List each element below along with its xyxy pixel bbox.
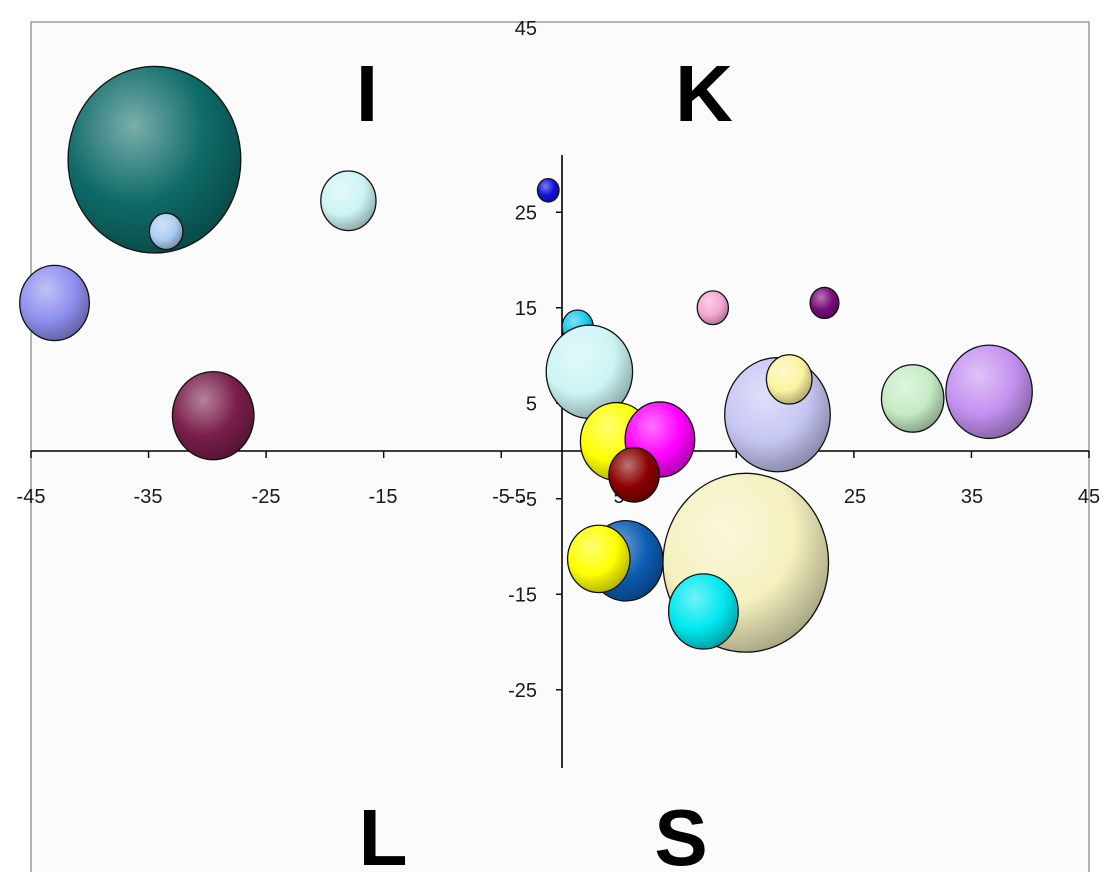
y-tick-label: -25 [508,680,537,702]
y-tick-label: 25 [515,202,537,224]
quadrant-label-s: S [654,793,707,872]
bubble [67,65,242,254]
quadrant-label-l: L [359,793,408,872]
bubble [945,344,1033,440]
x-tick-label: -25 [252,486,281,508]
y-tick-label: 15 [515,298,537,320]
bubble-series [19,65,1033,653]
bubble [880,364,945,433]
quadrant-label-i: I [356,49,378,138]
quadrant-label-k: K [675,49,733,138]
x-tick-label: 25 [844,486,866,508]
bubble [566,524,631,594]
x-tick-label: -5 [508,486,526,508]
y-tick-label: 5 [526,393,537,415]
bubble [19,264,90,342]
quadrant-labels: I K L S [356,49,733,872]
bubble [667,573,739,650]
bubble [696,290,730,326]
bubble [171,370,255,461]
x-tick-label: -5 [492,486,510,508]
y-axis-ticks: 45 25 15 5 -5 -15 -25 [508,18,562,702]
x-tick-label: -35 [134,486,163,508]
y-tick-label: -5 [519,489,537,511]
bubble [536,177,560,203]
bubble [320,170,377,232]
y-tick-label: 45 [515,18,537,40]
bubble [148,212,184,251]
x-tick-label: 35 [961,486,983,508]
bubble [809,286,840,320]
x-tick-label: -45 [17,486,46,508]
y-tick-label: -15 [508,584,537,606]
x-tick-label: 45 [1078,486,1100,508]
x-tick-label: -15 [369,486,398,508]
bubble [608,447,660,503]
bubble [765,354,813,405]
